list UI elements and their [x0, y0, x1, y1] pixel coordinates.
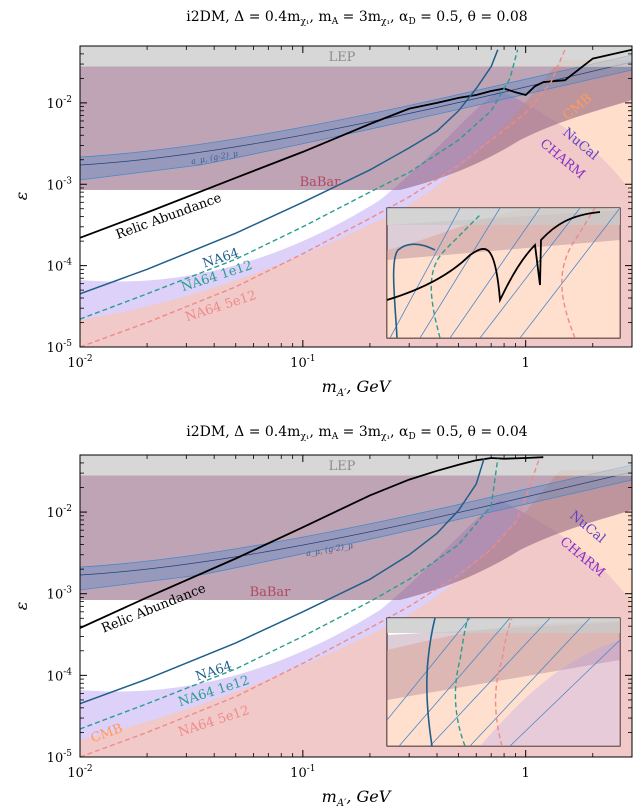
panel-1-inset [386, 207, 621, 339]
babar-region [80, 66, 632, 190]
na64-curve [80, 458, 485, 705]
panel-1-plot-area: LEP BaBar CMB NuCal CHARM a_μ, (g-2)_μ R… [80, 46, 632, 347]
y-tick-label: 10-4 [47, 667, 73, 684]
g2-center-line [80, 61, 632, 166]
panel-1-xlabel: mA′, GeV [322, 377, 392, 399]
y-tick-label: 10-2 [47, 504, 72, 521]
babar-label: BaBar [250, 585, 292, 600]
na64-curve [80, 49, 499, 295]
y-tick-label: 10-3 [47, 176, 73, 193]
panel-1-title: i2DM, Δ = 0.4mχ₁, mA = 3mχ₁, αD = 0.5, θ… [186, 9, 527, 27]
panel-2-ylabel: ε [12, 602, 31, 611]
lep-label: LEP [329, 50, 356, 65]
na64-5e12-curve [80, 49, 566, 347]
lep-region [80, 46, 632, 67]
lep-label: LEP [329, 459, 356, 474]
x-tick-label: 10-2 [67, 354, 92, 371]
x-tick-label: 10-2 [67, 764, 92, 781]
y-tick-label: 10-5 [47, 749, 73, 766]
lep-region [80, 455, 632, 476]
relic-abundance-curve [80, 48, 632, 239]
x-tick-label: 10-1 [290, 354, 315, 371]
y-tick-label: 10-3 [47, 586, 73, 603]
babar-region [80, 475, 632, 600]
panel-2: i2DM, Δ = 0.4mχ₁, mA = 3mχ₁, αD = 0.5, θ… [12, 424, 633, 809]
x-tick-label: 1 [522, 766, 530, 781]
panel-1-curves [80, 48, 632, 347]
x-tick-label: 10-1 [290, 764, 315, 781]
y-tick-label: 10-5 [47, 339, 73, 356]
panel-2-plot-area: LEP BaBar CMB NuCal CHARM a_μ, (g-2)_μ R… [80, 455, 632, 757]
panel-1: i2DM, Δ = 0.4mχ₁, mA = 3mχ₁, αD = 0.5, θ… [12, 9, 633, 399]
babar-label: BaBar [300, 175, 342, 190]
panel-2-xlabel: mA′, GeV [322, 787, 392, 809]
y-tick-label: 10-2 [47, 95, 72, 112]
panel-2-title: i2DM, Δ = 0.4mχ₁, mA = 3mχ₁, αD = 0.5, θ… [186, 424, 527, 442]
panel-1-ylabel: ε [12, 192, 31, 201]
na64-5e12-curve [80, 458, 540, 757]
na64-1e12-curve [80, 49, 519, 320]
panel-2-inset [386, 617, 621, 747]
x-tick-label: 1 [522, 356, 530, 371]
na64-1e12-curve [80, 458, 499, 730]
y-tick-label: 10-4 [47, 258, 73, 275]
